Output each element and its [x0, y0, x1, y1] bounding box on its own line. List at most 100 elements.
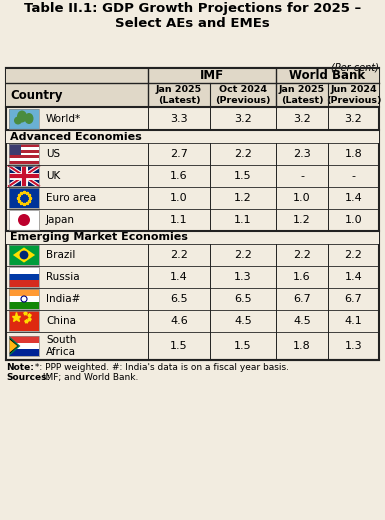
Text: 2.2: 2.2: [345, 250, 362, 260]
Text: 1.0: 1.0: [293, 193, 311, 203]
Text: China: China: [46, 316, 76, 326]
Polygon shape: [13, 248, 35, 263]
Text: Oct 2024
(Previous): Oct 2024 (Previous): [215, 85, 271, 105]
Text: 6.7: 6.7: [345, 294, 362, 304]
Bar: [9, 109, 39, 128]
Bar: [9, 144, 39, 147]
Bar: [9, 166, 39, 186]
Text: Note:: Note:: [6, 363, 34, 372]
Bar: [9, 267, 39, 287]
Text: 2.2: 2.2: [293, 250, 311, 260]
Text: UK: UK: [46, 171, 60, 181]
Text: Jan 2025
(Latest): Jan 2025 (Latest): [156, 85, 202, 105]
Text: 1.4: 1.4: [345, 272, 362, 282]
Text: Sources:: Sources:: [6, 373, 50, 382]
Text: 4.1: 4.1: [345, 316, 362, 326]
Bar: [6, 83, 379, 107]
Text: 2.7: 2.7: [170, 149, 188, 159]
Bar: [6, 68, 379, 83]
Bar: [6, 130, 379, 143]
Ellipse shape: [14, 116, 22, 124]
Text: 1.5: 1.5: [234, 171, 252, 181]
Bar: [9, 245, 39, 265]
Text: 2.2: 2.2: [170, 250, 188, 260]
Text: Japan: Japan: [46, 215, 75, 225]
Text: 1.4: 1.4: [170, 272, 188, 282]
Bar: [9, 158, 39, 161]
Text: South
Africa: South Africa: [46, 335, 76, 357]
Bar: [9, 147, 39, 150]
Bar: [9, 144, 39, 164]
Bar: [9, 302, 39, 309]
Text: World*: World*: [46, 113, 81, 123]
Bar: [9, 289, 39, 296]
Text: India#: India#: [46, 294, 80, 304]
Text: US: US: [46, 149, 60, 159]
Text: Euro area: Euro area: [46, 193, 96, 203]
Polygon shape: [9, 336, 20, 356]
Text: 1.5: 1.5: [170, 341, 188, 351]
Text: Jun 2024
(Previous): Jun 2024 (Previous): [326, 85, 381, 105]
Circle shape: [18, 214, 30, 226]
Bar: [9, 267, 39, 274]
Text: 1.0: 1.0: [170, 193, 188, 203]
Bar: [9, 280, 39, 287]
Text: *: PPP weighted. #: India's data is on a fiscal year basis.: *: PPP weighted. #: India's data is on a…: [32, 363, 289, 372]
Bar: [9, 311, 39, 331]
Text: 1.6: 1.6: [293, 272, 311, 282]
Text: IMF; and World Bank.: IMF; and World Bank.: [40, 373, 138, 382]
Text: 1.3: 1.3: [345, 341, 362, 351]
Polygon shape: [9, 339, 17, 353]
Ellipse shape: [17, 110, 27, 123]
Text: -: -: [300, 171, 304, 181]
Text: 1.5: 1.5: [234, 341, 252, 351]
Text: -: -: [352, 171, 355, 181]
Bar: [9, 343, 39, 349]
Bar: [9, 336, 39, 343]
Text: 4.6: 4.6: [170, 316, 188, 326]
Text: 1.6: 1.6: [170, 171, 188, 181]
Text: 1.3: 1.3: [234, 272, 252, 282]
Ellipse shape: [25, 113, 33, 124]
Text: 3.2: 3.2: [293, 113, 311, 123]
Text: Jan 2025
(Latest): Jan 2025 (Latest): [279, 85, 325, 105]
Bar: [9, 210, 39, 230]
Text: 1.2: 1.2: [293, 215, 311, 225]
Bar: [6, 68, 379, 360]
Text: 1.8: 1.8: [293, 341, 311, 351]
Bar: [9, 274, 39, 280]
Bar: [9, 166, 39, 186]
Bar: [9, 152, 39, 155]
Text: 1.4: 1.4: [345, 193, 362, 203]
Text: 6.5: 6.5: [170, 294, 188, 304]
Circle shape: [20, 251, 28, 259]
Bar: [9, 289, 39, 309]
Text: 1.1: 1.1: [234, 215, 252, 225]
Text: 1.1: 1.1: [170, 215, 188, 225]
Text: Advanced Economies: Advanced Economies: [10, 132, 142, 141]
Bar: [9, 336, 39, 356]
Text: (Per cent): (Per cent): [331, 62, 379, 72]
Bar: [9, 109, 39, 128]
Text: Table II.1: GDP Growth Projections for 2025 –
Select AEs and EMEs: Table II.1: GDP Growth Projections for 2…: [24, 2, 361, 30]
Bar: [6, 231, 379, 244]
Text: 6.5: 6.5: [234, 294, 252, 304]
Bar: [9, 188, 39, 208]
Text: 2.2: 2.2: [234, 149, 252, 159]
Polygon shape: [9, 337, 18, 355]
Bar: [9, 210, 39, 230]
Text: 1.0: 1.0: [345, 215, 362, 225]
Text: 4.5: 4.5: [293, 316, 311, 326]
Text: 3.2: 3.2: [345, 113, 362, 123]
Text: 1.2: 1.2: [234, 193, 252, 203]
Text: Brazil: Brazil: [46, 250, 75, 260]
Bar: [9, 155, 39, 158]
Text: World Bank: World Bank: [290, 69, 366, 82]
Text: 1.8: 1.8: [345, 149, 362, 159]
Bar: [9, 296, 39, 302]
Bar: [9, 150, 39, 152]
Bar: [9, 311, 39, 331]
Text: 2.3: 2.3: [293, 149, 311, 159]
Bar: [9, 161, 39, 164]
Bar: [9, 349, 39, 356]
